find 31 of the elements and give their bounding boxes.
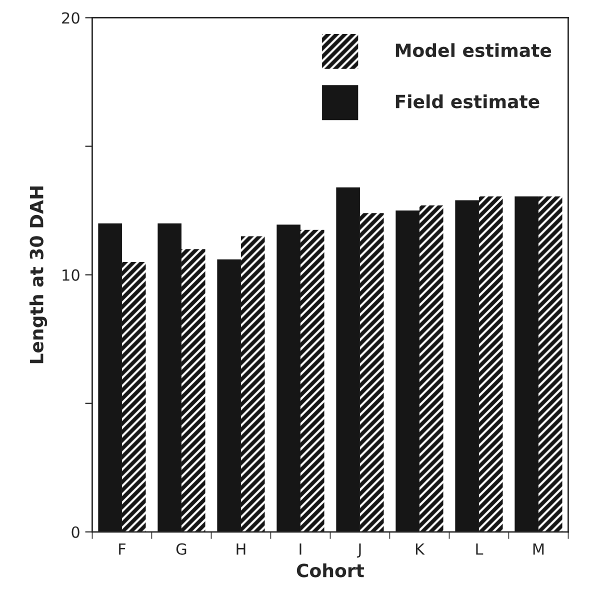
bar [419,205,444,532]
x-tick-label: H [236,543,246,555]
x-tick-label: L [476,543,484,555]
x-tick-label: M [533,543,544,555]
x-tick-label: G [176,543,186,555]
x-tick-label: F [119,543,126,555]
bar [240,236,265,532]
bar [122,262,146,532]
bar [336,187,360,532]
y-tick-label: 10 [62,269,80,281]
bar [538,196,562,532]
y-axis-title: Length at 30 DAH [29,186,48,364]
bar [217,259,241,532]
bar [514,196,538,532]
legend-label: Field estimate [396,94,540,108]
x-tick-label: I [300,543,302,555]
legend-label: Model estimate [396,43,552,58]
y-tick-label: 0 [72,526,80,538]
bar [478,196,503,532]
bar [276,224,300,532]
y-tick-label: 20 [62,12,80,24]
x-tick-label: J [356,543,361,558]
x-axis-title: Cohort [296,563,364,578]
bar [181,249,206,532]
bar [455,200,479,532]
bar [158,223,182,532]
x-tick-label: K [416,543,425,555]
bar [396,210,420,532]
bar [300,230,324,532]
bar [98,223,122,532]
bar [360,213,384,532]
